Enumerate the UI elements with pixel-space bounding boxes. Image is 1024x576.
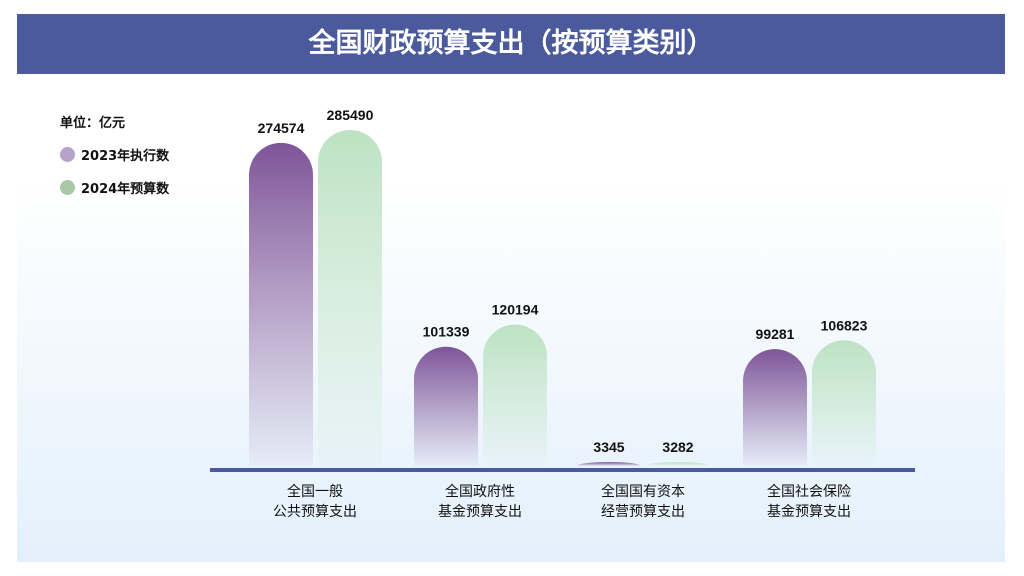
legend-2023: 2023年执行数: [60, 145, 169, 164]
chart-title: 全国财政预算支出（按预算类别）: [17, 14, 1005, 74]
unit-label: 单位：亿元: [60, 116, 126, 131]
bar-0-2: [577, 462, 641, 466]
category-label-line: 全国社会保险: [767, 484, 851, 500]
data-label-0-2: 3345: [593, 439, 624, 455]
legend-2024: 2024年预算数: [60, 178, 169, 197]
legend-swatch-2023: [60, 147, 75, 162]
data-label-1-0: 285490: [327, 107, 374, 123]
data-label-0-3: 99281: [756, 326, 795, 342]
category-label-line: 经营预算支出: [601, 504, 685, 520]
category-label: 全国一般公共预算支出: [235, 482, 395, 522]
legend-label-2024: 2024年预算数: [81, 182, 170, 197]
category-label-line: 全国国有资本: [601, 484, 685, 500]
category-label-line: 基金预算支出: [438, 504, 522, 520]
data-label-1-2: 3282: [662, 439, 693, 455]
legend-label-2023: 2023年执行数: [81, 149, 170, 164]
data-label-1-3: 106823: [821, 317, 868, 333]
legend-swatch-2024: [60, 180, 75, 195]
category-label-line: 基金预算支出: [767, 504, 851, 520]
category-label-line: 公共预算支出: [273, 504, 357, 520]
data-label-0-1: 101339: [423, 324, 470, 340]
category-label: 全国政府性基金预算支出: [400, 482, 560, 522]
data-label-1-1: 120194: [492, 302, 539, 318]
x-axis-line: [210, 468, 915, 472]
bar-0-3: [743, 349, 807, 466]
bar-1-3: [812, 340, 876, 466]
bar-0-0: [249, 142, 313, 467]
category-label-line: 全国一般: [287, 484, 343, 500]
category-label-line: 全国政府性: [445, 484, 515, 500]
bar-1-2: [646, 462, 710, 466]
bar-1-1: [483, 324, 547, 466]
category-label: 全国国有资本 经营预算支出: [563, 482, 723, 522]
category-label: 全国社会保险 基金预算支出: [729, 482, 889, 522]
bar-1-0: [318, 130, 382, 466]
data-label-0-0: 274574: [258, 120, 305, 136]
bar-0-1: [414, 346, 478, 466]
